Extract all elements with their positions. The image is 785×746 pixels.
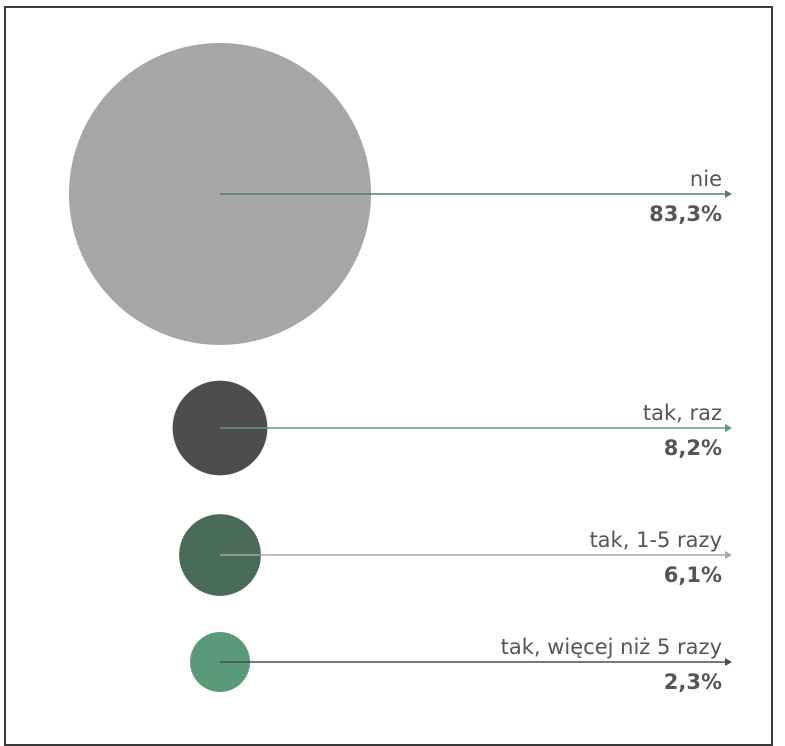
value-label-0: 83,3% (649, 202, 722, 226)
value-label-3: 2,3% (664, 670, 722, 694)
category-label-0: nie (690, 167, 722, 191)
leader-arrow-2 (725, 551, 732, 559)
bubble-chart: nie 83,3% tak, raz 8,2% tak, 1-5 razy 6,1% tak… (69, 43, 732, 694)
labels-group: nie 83,3% tak, raz 8,2% tak, 1-5 razy 6,1% tak… (501, 167, 722, 694)
category-label-1: tak, raz (643, 401, 722, 425)
category-label-2: tak, 1-5 razy (589, 528, 722, 552)
value-label-1: 8,2% (664, 436, 722, 460)
leaders-group (220, 190, 732, 666)
value-label-2: 6,1% (664, 563, 722, 587)
category-label-3: tak, więcej niż 5 razy (501, 635, 722, 659)
leader-arrow-3 (725, 658, 732, 666)
leader-arrow-1 (725, 424, 732, 432)
bubbles-group (69, 43, 371, 692)
leader-arrow-0 (725, 190, 732, 198)
